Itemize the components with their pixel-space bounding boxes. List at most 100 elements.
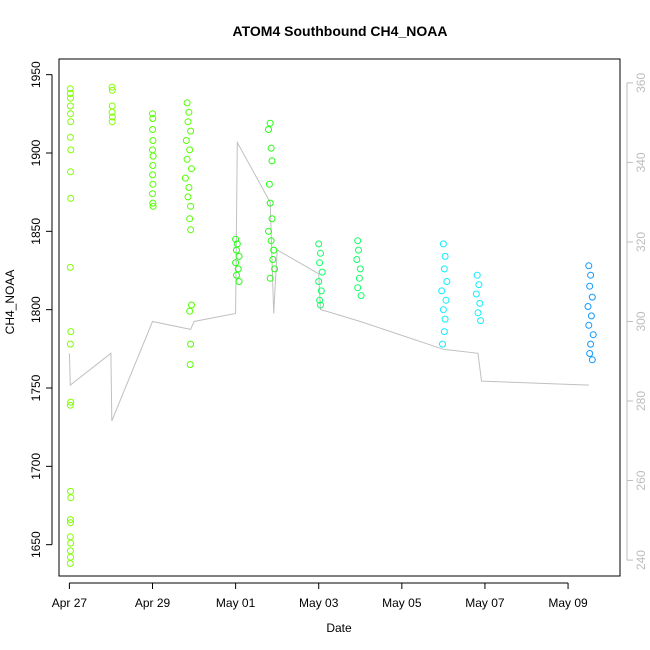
data-point xyxy=(108,102,116,110)
data-point xyxy=(267,144,275,152)
x-tick-label: May 01 xyxy=(216,596,256,610)
data-point xyxy=(149,180,157,188)
data-point xyxy=(477,317,485,325)
data-point xyxy=(232,259,240,267)
data-point xyxy=(269,256,277,263)
data-point xyxy=(149,162,157,169)
data-point xyxy=(235,278,243,285)
data-point xyxy=(67,487,74,495)
data-point xyxy=(586,350,594,357)
data-point xyxy=(439,240,447,248)
data-point xyxy=(149,137,157,144)
data-point xyxy=(184,193,192,201)
y2-tick-label: 340 xyxy=(634,152,648,172)
data-point xyxy=(356,265,364,273)
data-point xyxy=(265,180,273,188)
data-point xyxy=(67,539,75,547)
data-point xyxy=(266,274,274,282)
data-point xyxy=(66,533,74,541)
x-axis-label: Date xyxy=(326,621,352,635)
data-point xyxy=(108,108,116,116)
data-point xyxy=(67,146,75,154)
data-point xyxy=(589,331,597,339)
data-point xyxy=(268,215,276,223)
data-point xyxy=(108,113,116,121)
data-point xyxy=(67,398,75,406)
data-point xyxy=(67,494,75,502)
data-point xyxy=(186,361,194,368)
data-point xyxy=(475,281,483,289)
y-tick-label: 1700 xyxy=(29,453,43,480)
x-tick-label: May 07 xyxy=(465,596,505,610)
y2-tick-label: 360 xyxy=(634,73,648,93)
data-point xyxy=(67,328,75,336)
data-point xyxy=(108,83,116,91)
data-point xyxy=(472,290,480,298)
data-point xyxy=(235,252,243,260)
y2-tick-label: 300 xyxy=(634,311,648,331)
data-point xyxy=(66,340,74,348)
data-point xyxy=(232,235,240,243)
data-point xyxy=(271,265,279,273)
data-point xyxy=(587,312,595,320)
data-point xyxy=(585,321,593,329)
data-point xyxy=(354,284,362,292)
data-point xyxy=(315,278,323,285)
data-point xyxy=(149,152,157,160)
data-point xyxy=(439,340,446,348)
y2-tick-label: 320 xyxy=(634,232,648,252)
data-point xyxy=(66,516,74,524)
data-point xyxy=(149,202,157,210)
data-point xyxy=(317,249,324,257)
data-point xyxy=(357,292,365,300)
data-point xyxy=(66,547,74,555)
data-point xyxy=(149,199,157,207)
data-point xyxy=(268,157,276,165)
data-point xyxy=(66,90,74,97)
y2-tick-label: 240 xyxy=(634,550,648,570)
secondary-series-line xyxy=(68,140,589,422)
data-point xyxy=(67,118,75,126)
data-point xyxy=(443,278,451,285)
data-point xyxy=(234,265,242,273)
data-point xyxy=(66,133,74,141)
x-tick-label: May 05 xyxy=(382,596,422,610)
data-point xyxy=(66,85,74,93)
data-point xyxy=(67,94,74,102)
data-point xyxy=(186,215,194,223)
data-point xyxy=(316,259,324,267)
data-point xyxy=(66,263,74,271)
data-point xyxy=(266,199,274,207)
data-point xyxy=(588,293,596,301)
axes-layer: Apr 27 Apr 29 May 01 May 03 May 05 May 07 May … xyxy=(29,61,648,610)
data-point xyxy=(442,296,450,304)
data-point xyxy=(233,246,240,254)
x-tick-label: Apr 27 xyxy=(52,596,88,610)
y2-tick-label: 260 xyxy=(634,470,648,490)
y-tick-label: 1650 xyxy=(29,531,43,558)
data-point xyxy=(354,237,362,245)
data-point xyxy=(182,137,190,144)
data-point xyxy=(149,126,157,133)
data-point xyxy=(67,194,75,202)
y-tick-label: 1750 xyxy=(29,374,43,401)
data-point xyxy=(149,171,157,179)
data-point xyxy=(584,303,592,310)
data-point xyxy=(441,252,449,260)
data-point xyxy=(315,240,323,248)
data-point xyxy=(187,202,195,210)
data-point xyxy=(149,190,156,198)
data-point xyxy=(185,184,193,191)
data-point xyxy=(181,174,189,182)
data-point xyxy=(67,168,74,176)
data-point xyxy=(265,126,272,133)
y-tick-label: 1900 xyxy=(29,139,43,166)
data-point xyxy=(318,268,326,276)
data-point xyxy=(108,118,116,126)
y-tick-label: 1950 xyxy=(29,61,43,88)
data-point xyxy=(588,356,596,364)
data-point xyxy=(270,246,278,254)
chart-title: ATOM4 Southbound CH4_NOAA xyxy=(233,23,448,39)
data-point xyxy=(440,265,448,273)
